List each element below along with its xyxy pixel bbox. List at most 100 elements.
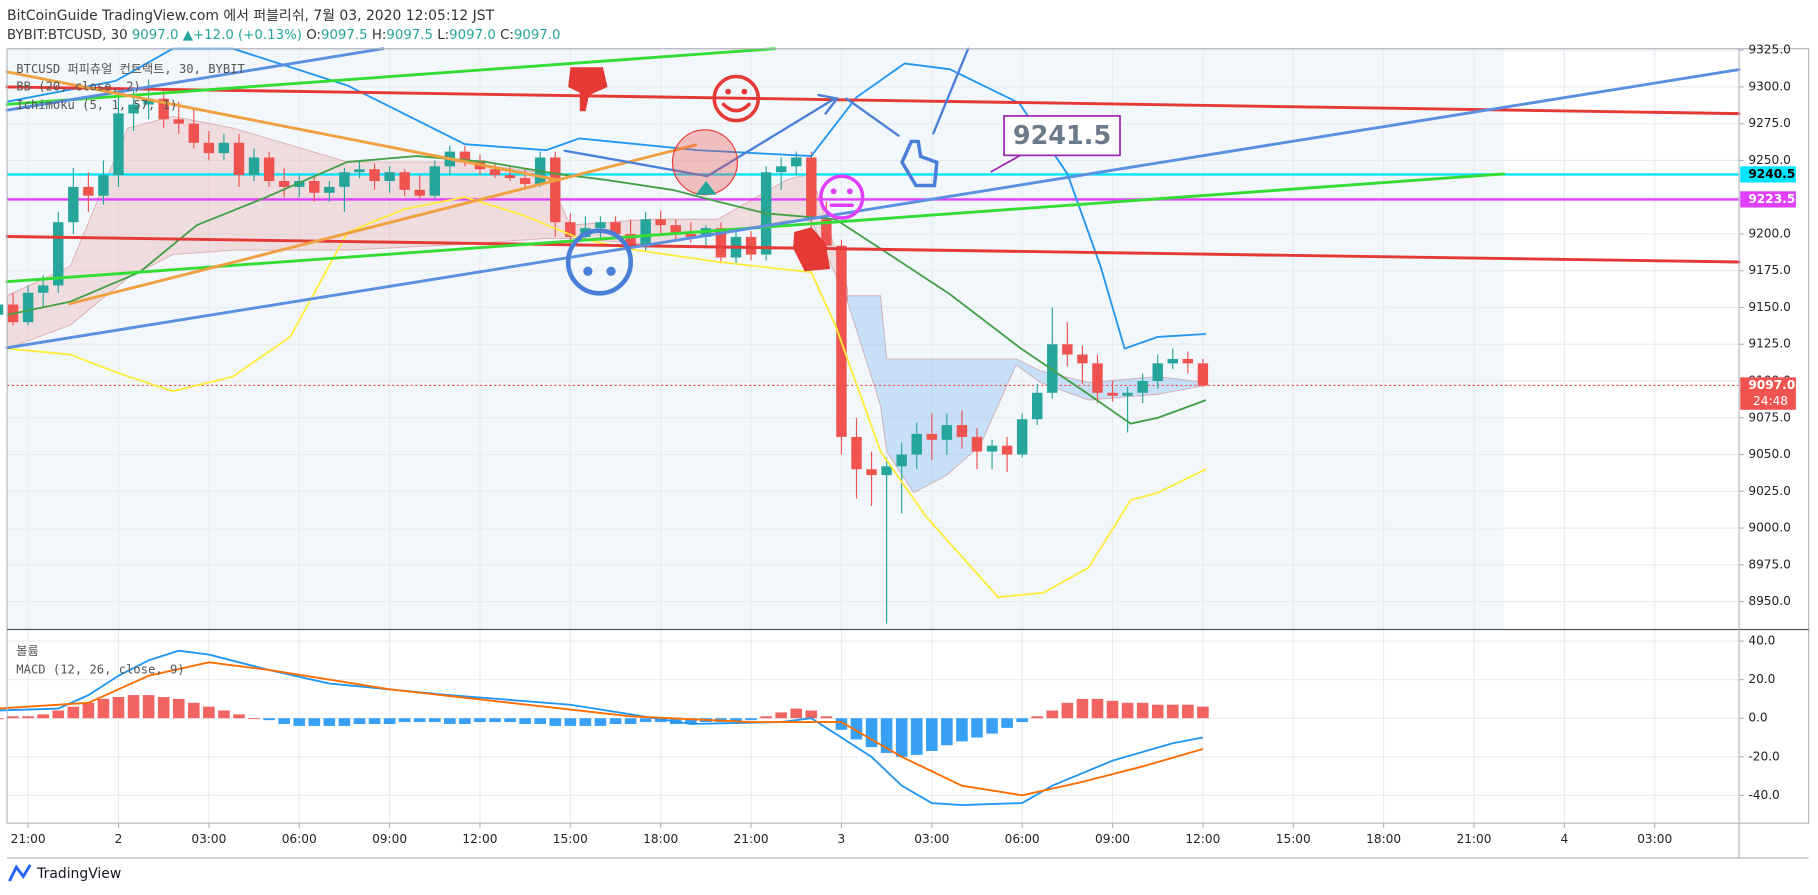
- candle-body: [685, 233, 697, 237]
- macd-bar: [97, 698, 110, 719]
- macd-bar: [489, 718, 501, 723]
- macd-bar: [67, 706, 80, 719]
- macd-bar: [941, 718, 953, 746]
- ohlc-label: C:: [500, 28, 514, 43]
- candle-body: [98, 175, 109, 196]
- macd-bar: [865, 718, 878, 748]
- candle-body: [83, 186, 94, 196]
- macd-bar: [157, 697, 170, 719]
- macd-bar: [850, 718, 863, 740]
- candle-body: [369, 169, 380, 182]
- macd-bar: [624, 718, 637, 725]
- ohlc-label: L:: [437, 28, 449, 43]
- range-box: [7, 48, 1504, 630]
- candle-body: [309, 181, 320, 193]
- macd-bar: [338, 718, 351, 726]
- candle-body: [354, 169, 365, 173]
- marker-arrow: [695, 180, 717, 195]
- emoji-eye: [830, 188, 837, 195]
- macd-bar: [278, 718, 290, 725]
- ohlc-label: H:: [372, 28, 387, 43]
- candle-body: [565, 222, 576, 237]
- x-tick-label: 15:00: [1276, 832, 1311, 846]
- indicator-line: [6, 155, 1207, 425]
- macd-bar: [986, 718, 998, 734]
- candle-body: [37, 285, 49, 293]
- macd-bar: [248, 718, 260, 720]
- candle-body: [324, 186, 335, 193]
- macd-bar: [37, 714, 49, 719]
- macd-bar: [52, 710, 65, 719]
- macd-bar: [1091, 698, 1104, 719]
- macd-bar: [308, 718, 321, 726]
- x-tick-label: 2: [115, 832, 123, 846]
- candle-body: [550, 157, 561, 223]
- candle-body: [1062, 344, 1073, 355]
- macd-bar: [760, 716, 772, 719]
- x-tick-label: 06:00: [1005, 832, 1040, 846]
- candle-body: [715, 228, 727, 258]
- price-level-label: 9223.5: [1748, 192, 1795, 206]
- logo: [8, 864, 32, 882]
- candle-body: [188, 123, 200, 143]
- emoji-eye: [741, 88, 748, 95]
- frame: [6, 48, 1810, 859]
- macd-bar: [188, 702, 200, 719]
- macd-bar: [22, 716, 34, 719]
- candle-body: [881, 466, 892, 476]
- candle-body: [1107, 392, 1118, 396]
- macd-bar: [895, 718, 908, 757]
- x-tick-label: 4: [1561, 832, 1569, 846]
- candle-body: [22, 292, 34, 323]
- candle-body: [595, 222, 606, 229]
- candle-body: [399, 172, 410, 190]
- macd-bar: [745, 718, 757, 721]
- legend-entry: BB (20, close, 2): [16, 79, 140, 93]
- candle-body: [278, 181, 290, 187]
- emoji-mouth: [721, 102, 751, 113]
- y-tick-label: 9300.0: [1748, 79, 1791, 93]
- countdown-badge: [1740, 393, 1796, 410]
- candle-body: [866, 469, 877, 476]
- candle-body: [113, 113, 124, 176]
- candle-body: [429, 166, 440, 196]
- candle-body: [263, 157, 275, 182]
- macd-bar: [474, 718, 486, 723]
- x-tick-label: 03:00: [914, 832, 949, 846]
- callout-pointer: [990, 154, 1022, 173]
- candle-body: [203, 142, 215, 154]
- macd-bar: [1031, 716, 1044, 719]
- macd-bar: [0, 718, 4, 720]
- x-tick-label: 09:00: [1095, 832, 1130, 846]
- macd-bar: [233, 714, 245, 719]
- macd-bar: [880, 718, 893, 753]
- arrow: [845, 97, 900, 137]
- candle-body: [173, 119, 184, 124]
- trend-line: [68, 143, 698, 306]
- macd-bar: [579, 718, 592, 726]
- drawings: 9241.5: [5, 47, 1741, 350]
- candle-body: [791, 157, 802, 167]
- macd-bar: [956, 718, 968, 742]
- macd-bar: [730, 718, 742, 723]
- macd-bar: [127, 695, 140, 719]
- x-tick-label: 03:00: [1637, 832, 1672, 846]
- candle-body: [1197, 363, 1209, 386]
- candle-body: [0, 304, 4, 315]
- candle-body: [158, 98, 169, 120]
- price-level-badge: [1740, 377, 1796, 394]
- macd-bar: [1076, 698, 1089, 719]
- y-tick-label: 8975.0: [1748, 557, 1791, 571]
- legend: BTCUSD 퍼피츄얼 컨트랙트, 30, BYBIT BB (20, clos…: [16, 62, 245, 677]
- candle-body: [670, 225, 681, 234]
- legend-entry: MACD (12, 26, close, 9): [16, 663, 184, 677]
- ohlc-value: 9097.5: [321, 28, 368, 43]
- x-tick-label: 3: [838, 832, 846, 846]
- y-tick-label: 9075.0: [1748, 410, 1791, 424]
- x-tick-label: 12:00: [462, 832, 497, 846]
- branding: TradingView: [8, 864, 121, 882]
- candle-body: [1182, 358, 1194, 364]
- indicator-line: [0, 649, 1204, 806]
- emoji: [819, 174, 865, 220]
